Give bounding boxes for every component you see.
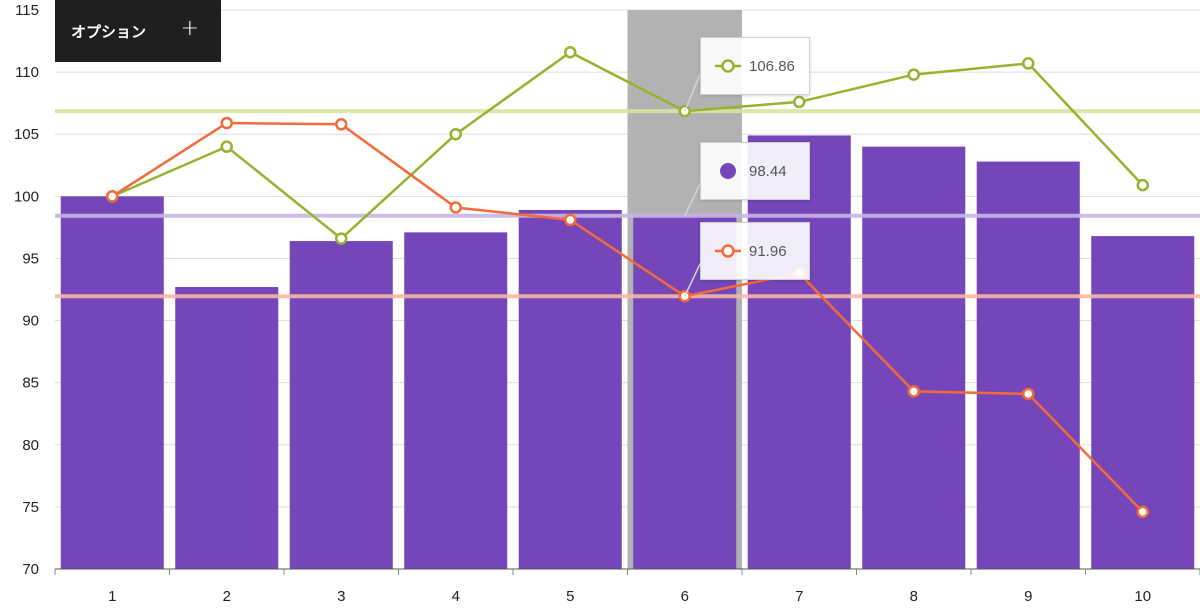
options-label: オプション xyxy=(71,22,147,41)
plus-icon[interactable]: + xyxy=(180,16,199,41)
series-point xyxy=(220,140,233,153)
y-tick-label: 85 xyxy=(22,375,39,392)
y-tick-labels: 70 75 80 85 90 95 100 105 110 115 xyxy=(14,2,39,578)
tooltip-green-value: 106.86 xyxy=(749,57,795,75)
series-point xyxy=(449,201,462,214)
reference-lines xyxy=(55,109,1200,299)
bar xyxy=(862,146,966,569)
y-tick-label: 90 xyxy=(22,313,39,330)
options-panel: オプション + xyxy=(55,0,221,62)
tooltip-bar-value: 98.44 xyxy=(749,162,787,180)
x-tick-label: 9 xyxy=(1024,588,1032,605)
bar xyxy=(747,135,851,569)
bar xyxy=(175,287,279,569)
circle-marker-icon xyxy=(715,59,741,73)
series-line xyxy=(111,121,1144,513)
tooltip-leaders xyxy=(684,71,702,297)
y-tick-label: 70 xyxy=(22,561,39,578)
y-tick-label: 110 xyxy=(15,64,39,81)
series-point xyxy=(335,232,348,245)
y-tick-label: 80 xyxy=(22,437,39,454)
x-tick-label: 10 xyxy=(1134,588,1151,605)
series-point xyxy=(564,45,577,59)
x-tick-label: 4 xyxy=(452,588,460,605)
tooltip-leader xyxy=(684,181,702,217)
axes xyxy=(54,568,1200,575)
bar-series xyxy=(60,135,1195,570)
series-point xyxy=(220,116,233,130)
bar xyxy=(289,241,393,569)
bar xyxy=(1091,236,1195,569)
series-point xyxy=(1136,178,1149,192)
series-point xyxy=(1022,387,1035,401)
dot-marker-icon xyxy=(720,163,736,179)
bar xyxy=(60,196,164,570)
x-tick-label: 8 xyxy=(910,588,918,605)
series-point xyxy=(1022,57,1035,70)
tooltip-orange-series: 91.96 xyxy=(700,222,810,280)
bar xyxy=(518,209,622,569)
series-point xyxy=(907,68,920,81)
tooltip-leader xyxy=(684,71,702,112)
x-tick-label: 6 xyxy=(681,588,689,605)
x-tick-label: 1 xyxy=(108,588,116,605)
y-tick-label: 95 xyxy=(22,250,39,267)
series-point xyxy=(106,190,119,203)
series-point xyxy=(449,127,462,141)
x-tick-labels: 1 2 3 4 5 6 7 8 9 10 xyxy=(108,588,1151,605)
bar xyxy=(976,161,1080,569)
series-line xyxy=(111,50,1144,241)
series-point xyxy=(907,385,920,398)
y-tick-label: 75 xyxy=(22,499,39,516)
line-series xyxy=(106,45,1149,519)
bar xyxy=(404,232,508,569)
tooltip-green-series: 106.86 xyxy=(700,37,810,95)
tooltip-bar-series: 98.44 xyxy=(700,142,810,200)
series-point xyxy=(1136,505,1149,519)
circle-marker-icon xyxy=(715,244,741,258)
tooltip-orange-value: 91.96 xyxy=(749,242,787,260)
x-tick-label: 2 xyxy=(223,588,231,605)
series-point xyxy=(564,213,577,227)
y-tick-label: 100 xyxy=(14,188,39,205)
y-tick-label: 105 xyxy=(14,126,39,143)
tooltip-leader xyxy=(684,261,702,297)
x-tick-label: 3 xyxy=(337,588,345,605)
y-tick-label: 115 xyxy=(15,2,39,19)
series-point xyxy=(793,95,806,109)
x-tick-label: 7 xyxy=(795,588,803,605)
series-point xyxy=(335,118,348,131)
x-tick-label: 5 xyxy=(566,588,574,605)
